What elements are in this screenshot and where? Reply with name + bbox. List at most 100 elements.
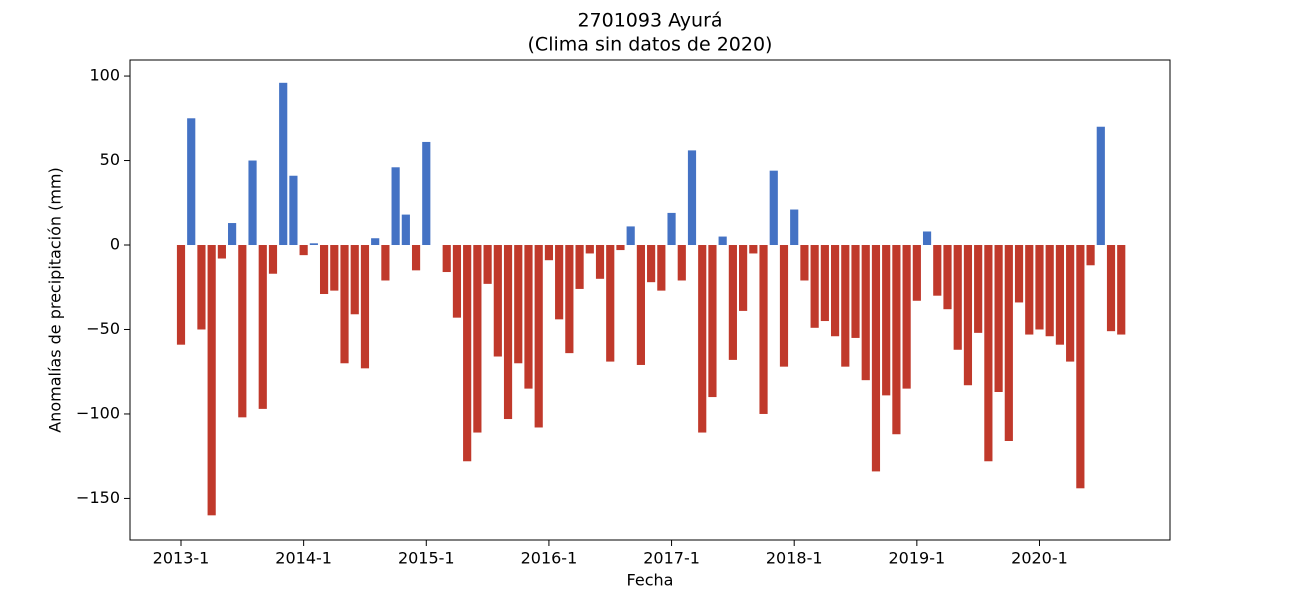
- bar: [647, 245, 656, 283]
- y-tick-label: 0: [110, 235, 120, 254]
- x-tick-label: 2017-1: [643, 549, 700, 568]
- bar: [411, 245, 421, 271]
- bar: [319, 245, 329, 295]
- bar: [1096, 126, 1105, 246]
- bar: [483, 245, 492, 284]
- bar: [749, 245, 758, 254]
- bar: [565, 245, 574, 354]
- bar: [974, 245, 983, 333]
- bar: [1066, 245, 1075, 362]
- bar: [779, 245, 789, 367]
- bar: [371, 238, 380, 246]
- bar: [606, 245, 615, 362]
- bar: [555, 245, 564, 320]
- bar: [626, 226, 635, 246]
- bar: [636, 245, 645, 365]
- bar: [248, 160, 257, 246]
- bar: [912, 245, 921, 301]
- bar: [790, 209, 799, 246]
- bar: [943, 245, 952, 310]
- y-tick-label: −100: [76, 403, 120, 422]
- bar: [309, 243, 318, 246]
- bar: [268, 245, 278, 274]
- bar: [984, 245, 993, 462]
- bar: [841, 245, 850, 367]
- plot-frame: [129, 59, 1171, 541]
- bar: [871, 245, 881, 472]
- bar: [892, 245, 901, 435]
- bar: [340, 245, 349, 364]
- y-tick-label: 50: [100, 150, 120, 169]
- bar: [514, 245, 523, 364]
- bar: [810, 245, 819, 328]
- bar: [217, 245, 226, 259]
- bar: [1106, 245, 1116, 332]
- bar: [994, 245, 1003, 392]
- x-tick-label: 2013-1: [153, 549, 210, 568]
- x-tick-label: 2019-1: [889, 549, 946, 568]
- bar: [350, 245, 359, 315]
- bar: [830, 245, 840, 337]
- bar: [463, 245, 472, 462]
- y-tick-label: 100: [89, 66, 120, 85]
- bar: [902, 245, 911, 389]
- bar: [759, 245, 768, 414]
- bar: [861, 245, 870, 381]
- x-tick-label: 2014-1: [275, 549, 332, 568]
- x-axis-label: Fecha: [627, 571, 674, 590]
- bar: [739, 245, 748, 311]
- bar: [422, 141, 431, 246]
- x-tick-label: 2018-1: [766, 549, 823, 568]
- bar: [728, 245, 737, 360]
- x-tick-label: 2020-1: [1011, 549, 1068, 568]
- bar: [575, 245, 584, 289]
- chart-title: 2701093 Ayurá: [577, 10, 722, 32]
- bar: [544, 245, 554, 261]
- bar: [800, 245, 809, 281]
- bar: [197, 245, 206, 330]
- bar: [1004, 245, 1013, 441]
- bar: [595, 245, 605, 279]
- bar: [769, 170, 778, 246]
- bar: [667, 212, 676, 246]
- bar: [677, 245, 686, 281]
- bar: [1035, 245, 1044, 330]
- bar: [1086, 245, 1095, 266]
- bar: [687, 150, 697, 246]
- bar: [187, 118, 196, 246]
- bar: [493, 245, 502, 357]
- bar: [289, 175, 298, 246]
- bar: [1014, 245, 1024, 303]
- bar: [381, 245, 390, 281]
- bar: [1025, 245, 1034, 335]
- bar: [1045, 245, 1054, 337]
- bar: [933, 245, 942, 296]
- bar: [452, 245, 462, 318]
- bar: [616, 245, 625, 251]
- y-tick-label: −50: [86, 319, 120, 338]
- bar: [1117, 245, 1126, 335]
- bar: [442, 245, 451, 273]
- y-axis-label: Anomalías de precipitación (mm): [46, 167, 65, 433]
- bar: [176, 245, 186, 345]
- bar: [238, 245, 247, 418]
- bar: [534, 245, 543, 428]
- bar: [360, 245, 370, 369]
- bar: [503, 245, 513, 420]
- y-tick-label: −150: [76, 488, 120, 507]
- bar: [953, 245, 962, 350]
- bar: [1055, 245, 1065, 345]
- chart-subtitle: (Clima sin datos de 2020): [528, 34, 773, 56]
- bar: [585, 245, 594, 254]
- x-tick-label: 2015-1: [398, 549, 455, 568]
- bar: [1076, 245, 1085, 489]
- bar: [851, 245, 860, 338]
- bar: [963, 245, 973, 386]
- bar: [698, 245, 707, 433]
- x-tick-label: 2016-1: [521, 549, 578, 568]
- bar: [279, 82, 288, 246]
- bar: [820, 245, 829, 322]
- bar: [207, 245, 216, 516]
- bar: [473, 245, 482, 433]
